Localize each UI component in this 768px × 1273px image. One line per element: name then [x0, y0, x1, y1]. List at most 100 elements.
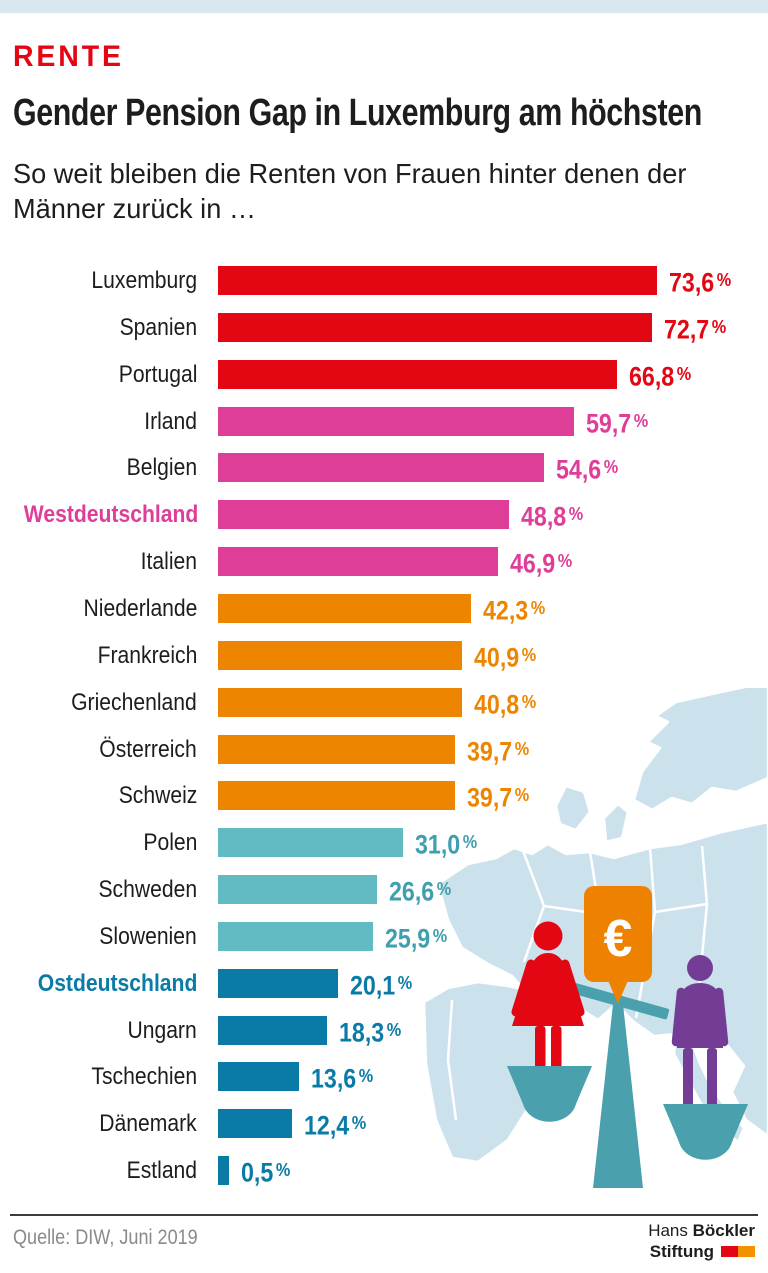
value-label-text: 59,7% — [586, 408, 649, 439]
country-label-text: Ostdeutschland — [37, 970, 197, 997]
value-label: 54,6% — [556, 453, 628, 484]
chart-row: Luxemburg 73,6% — [0, 266, 768, 297]
chart-row: Griechenland 40,8% — [0, 688, 768, 720]
publisher-logo: Hans Böckler Stiftung — [648, 1220, 755, 1262]
percent-sign: % — [514, 785, 530, 806]
value-label: 73,6% — [669, 266, 741, 297]
country-label: Slowenien — [0, 922, 197, 951]
country-label-text: Spanien — [119, 314, 197, 341]
country-label: Estland — [0, 1156, 197, 1185]
chart-row: Estland 0,5% — [0, 1156, 768, 1188]
country-label-text: Ungarn — [127, 1017, 197, 1044]
value-label-text: 0,5% — [241, 1157, 291, 1188]
bar — [218, 500, 509, 529]
value-label: 20,1% — [350, 969, 422, 1001]
value-label-text: 39,7% — [467, 736, 530, 767]
value-label-text: 42,3% — [483, 595, 546, 626]
value-label-text: 40,8% — [474, 689, 537, 720]
value-label: 42,3% — [483, 594, 555, 626]
country-label-text: Frankreich — [97, 642, 197, 669]
percent-sign: % — [514, 739, 530, 760]
percent-sign: % — [436, 879, 452, 900]
value-label: 18,3% — [339, 1016, 411, 1048]
bar — [218, 875, 377, 904]
country-label: Luxemburg — [0, 266, 197, 295]
scale-pans — [507, 1066, 748, 1160]
percent-sign: % — [397, 973, 413, 994]
logo-boeckler: Böckler — [692, 1221, 755, 1240]
chart-row: Slowenien 25,9% — [0, 922, 768, 954]
value-label: 39,7% — [467, 781, 539, 813]
country-label-text: Luxemburg — [91, 267, 197, 294]
chart-row: Niederlande 42,3% — [0, 594, 768, 626]
top-strip — [0, 0, 768, 13]
bar — [218, 1156, 229, 1185]
source-text: Quelle: DIW, Juni 2019 — [13, 1226, 198, 1249]
woman-icon — [511, 921, 585, 1072]
country-label: Belgien — [0, 453, 197, 482]
value-label-text: 13,6% — [311, 1063, 374, 1094]
chart-row: Polen 31,0% — [0, 828, 768, 859]
percent-sign: % — [711, 317, 727, 338]
value-label-text: 39,7% — [467, 782, 530, 813]
country-label-text: Estland — [126, 1157, 197, 1184]
value-label: 26,6% — [389, 875, 461, 906]
logo-line1: Hans Böckler — [648, 1220, 755, 1241]
percent-sign: % — [603, 457, 619, 478]
value-label: 12,4% — [304, 1109, 376, 1140]
value-label-text: 18,3% — [339, 1017, 402, 1048]
value-label: 46,9% — [510, 547, 582, 579]
country-label: Irland — [0, 407, 197, 436]
country-label: Schweden — [0, 875, 197, 904]
chart-row: Ostdeutschland 20,1% — [0, 969, 768, 1001]
country-label-text: Belgien — [126, 454, 197, 481]
euro-sign: € — [604, 910, 633, 968]
bar — [218, 641, 462, 670]
page-title-text: Gender Pension Gap in Luxemburg am höchs… — [13, 92, 702, 134]
country-label-text: Westdeutschland — [23, 501, 199, 528]
value-label: 0,5% — [241, 1156, 298, 1188]
country-label-text: Portugal — [118, 361, 197, 388]
percent-sign: % — [568, 504, 584, 525]
country-label: Niederlande — [0, 594, 197, 623]
bar — [218, 781, 455, 810]
value-label-text: 25,9% — [385, 923, 448, 954]
percent-sign: % — [275, 1160, 291, 1181]
footer-divider — [10, 1214, 758, 1216]
chart-row: Portugal 66,8% — [0, 360, 768, 391]
value-label: 59,7% — [586, 407, 658, 439]
value-label-text: 40,9% — [474, 642, 537, 673]
percent-sign: % — [633, 411, 649, 432]
country-label: Dänemark — [0, 1109, 197, 1138]
country-label: Österreich — [0, 735, 197, 764]
percent-sign: % — [358, 1066, 374, 1087]
value-label-text: 20,1% — [350, 970, 413, 1001]
bar — [218, 922, 373, 951]
bar — [218, 313, 652, 342]
value-label: 72,7% — [664, 313, 736, 344]
value-label-text: 46,9% — [510, 548, 573, 579]
bar — [218, 735, 455, 764]
percent-sign: % — [716, 270, 732, 291]
logo-stiftung: Stiftung — [649, 1242, 714, 1261]
bar — [218, 453, 544, 482]
kicker-text: RENTE — [13, 40, 124, 73]
subtitle-text: So weit bleiben die Renten von Frauen hi… — [13, 158, 687, 224]
chart-row: Irland 59,7% — [0, 407, 768, 439]
page-title: Gender Pension Gap in Luxemburg am höchs… — [13, 92, 768, 135]
country-label-text: Schweden — [98, 876, 197, 903]
value-label: 25,9% — [385, 922, 457, 954]
percent-sign: % — [521, 645, 537, 666]
bar — [218, 688, 462, 717]
logo-flag-red — [721, 1246, 738, 1257]
chart-row: Frankreich 40,9% — [0, 641, 768, 673]
country-label-text: Niederlande — [83, 595, 197, 622]
chart-row: Schweden 26,6% — [0, 875, 768, 906]
bar — [218, 969, 338, 998]
country-label: Italien — [0, 547, 197, 576]
chart-row: Ungarn 18,3% — [0, 1016, 768, 1048]
bar — [218, 1016, 327, 1045]
country-label-text: Schweiz — [118, 782, 197, 809]
value-label-text: 48,8% — [521, 501, 584, 532]
percent-sign: % — [351, 1113, 367, 1134]
